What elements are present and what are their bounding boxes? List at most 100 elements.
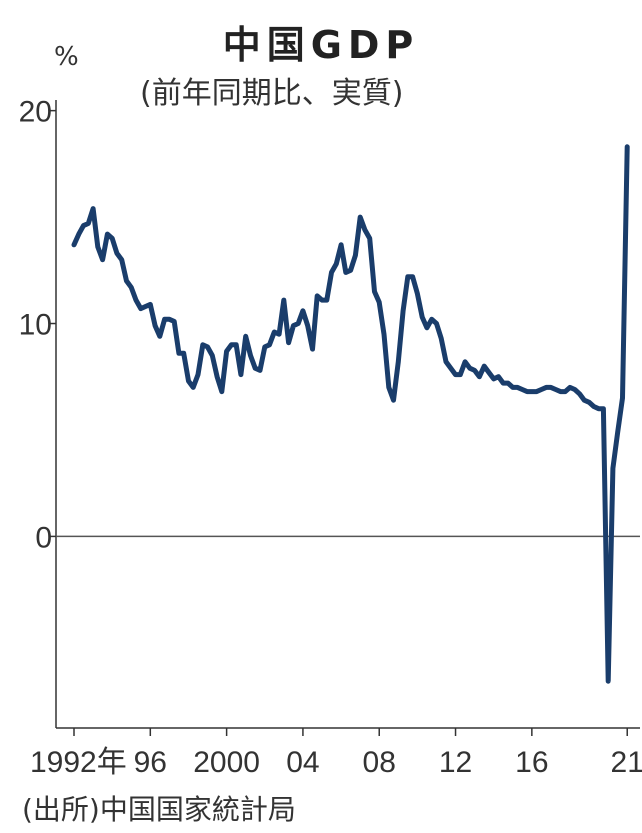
data-point (359, 216, 361, 218)
x-tick-label: 04 (286, 746, 319, 779)
data-point (173, 320, 175, 323)
data-point (526, 390, 528, 393)
data-point (263, 346, 266, 348)
data-point (392, 399, 395, 401)
data-point (192, 386, 195, 389)
source-note: (出所)中国国家統計局 (22, 793, 296, 826)
data-point (287, 341, 290, 344)
data-point (297, 322, 299, 325)
data-point (440, 337, 443, 340)
data-point (459, 373, 462, 376)
x-tick-label: 12 (439, 746, 472, 779)
data-point (230, 344, 233, 346)
data-point (120, 258, 123, 261)
data-point (430, 318, 433, 321)
data-point (82, 224, 85, 227)
data-point (373, 290, 376, 293)
data-point (488, 371, 490, 374)
data-point (116, 252, 118, 255)
data-point (77, 233, 80, 235)
data-point (154, 324, 156, 327)
y-tick-label: 10 (19, 309, 52, 342)
data-point (325, 299, 328, 301)
data-point (144, 305, 147, 308)
data-point (302, 309, 304, 312)
data-point (201, 344, 204, 346)
data-point (364, 229, 366, 231)
data-point (492, 378, 495, 380)
data-point (178, 352, 180, 355)
data-point (511, 386, 514, 389)
data-point (421, 316, 423, 318)
x-tick-label: 1992年 (30, 746, 127, 779)
data-point (573, 388, 576, 391)
data-point (383, 333, 385, 335)
data-point (216, 375, 218, 378)
y-axis-unit: % (54, 42, 79, 72)
data-point (130, 286, 133, 289)
data-point (621, 397, 624, 399)
data-point (583, 399, 586, 401)
data-point (521, 388, 524, 391)
data-point (292, 324, 295, 327)
data-point (397, 361, 400, 363)
data-point (426, 326, 428, 329)
data-point (111, 237, 113, 240)
chart-subtitle: (前年同期比、実質) (140, 76, 404, 111)
data-point (535, 390, 538, 393)
data-point (159, 335, 161, 338)
data-point (168, 318, 171, 321)
data-point (402, 309, 404, 312)
data-point (259, 369, 261, 372)
data-point (335, 263, 338, 265)
data-point (163, 318, 166, 321)
x-tick-label: 96 (134, 746, 167, 779)
data-point (244, 335, 247, 338)
data-point (588, 401, 590, 404)
data-point (407, 275, 409, 278)
data-point (554, 388, 557, 391)
data-point (531, 390, 533, 393)
data-point (345, 271, 347, 274)
data-point (497, 375, 500, 378)
chart-title: 中国GDP (222, 23, 420, 67)
data-point (387, 386, 390, 389)
data-point (545, 386, 547, 389)
data-point (464, 361, 466, 363)
data-point (330, 271, 333, 274)
data-point (254, 367, 257, 370)
data-point (564, 390, 567, 393)
data-point (197, 373, 199, 376)
data-point (273, 331, 276, 333)
data-point (550, 386, 552, 389)
data-point (416, 292, 419, 295)
data-point (445, 361, 447, 363)
data-point (454, 373, 457, 376)
data-point (235, 344, 237, 346)
data-point (182, 352, 185, 355)
data-point (354, 254, 357, 257)
data-point (283, 299, 285, 301)
data-point (378, 301, 381, 304)
data-point (87, 222, 90, 225)
x-tick-label: 16 (515, 746, 548, 779)
x-tick-label: 08 (363, 746, 396, 779)
data-point (278, 333, 280, 335)
data-point (597, 407, 600, 410)
data-point (607, 680, 609, 682)
data-point (540, 388, 543, 391)
data-point (321, 299, 323, 301)
data-point (368, 237, 371, 240)
y-tick-label: 0 (35, 521, 52, 554)
data-point (602, 407, 605, 410)
data-point (249, 354, 252, 357)
data-point (435, 322, 438, 325)
data-point (211, 354, 214, 357)
data-point (225, 350, 228, 353)
data-point (612, 467, 614, 470)
data-point (569, 386, 571, 389)
data-point (73, 243, 75, 246)
data-point (92, 207, 94, 210)
x-tick-label: 2000 (193, 746, 260, 779)
data-point (106, 233, 109, 235)
